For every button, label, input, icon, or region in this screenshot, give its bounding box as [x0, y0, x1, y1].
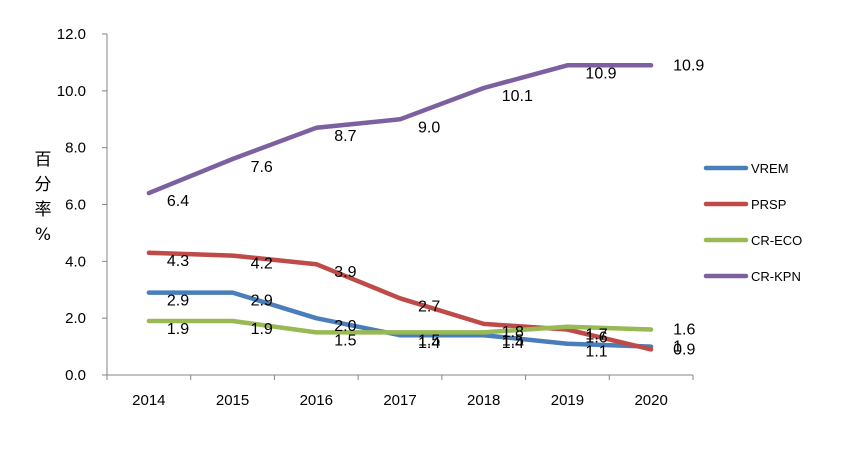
- data-label: 1.8: [502, 324, 524, 341]
- series-line-vrem: [146, 290, 654, 349]
- data-label: 1.9: [251, 321, 273, 338]
- data-label: 9.0: [418, 119, 440, 136]
- data-label: 1.5: [418, 332, 440, 349]
- data-label: 0.9: [673, 341, 695, 358]
- data-labels: 2.9 2.9 2.0 1.4 1.4 1.1 1 4.3 4.2 3.9 2.7 1.8 1.6 0.9…: [167, 57, 705, 360]
- data-label: 2.9: [167, 293, 189, 310]
- axes: [106, 34, 693, 376]
- x-tick-label: 2020: [634, 392, 667, 409]
- y-axis-label-char: 百: [35, 150, 52, 170]
- data-label: 7.6: [251, 159, 273, 176]
- legend-label: CR-ECO: [751, 233, 802, 248]
- y-axis-label-char: 分: [35, 175, 52, 195]
- data-label: 2.9: [251, 293, 273, 310]
- data-label: 8.7: [334, 128, 356, 145]
- data-label: 2.7: [418, 298, 440, 315]
- series-lines: [146, 63, 654, 352]
- x-tick-label: 2016: [300, 392, 333, 409]
- y-tick-label: 10.0: [57, 83, 86, 100]
- data-label: 1.9: [167, 321, 189, 338]
- data-label: 10.1: [502, 88, 533, 105]
- y-axis-label: 百分率%: [35, 150, 52, 245]
- y-tick-label: 4.0: [65, 253, 86, 270]
- data-label: 1.5: [334, 332, 356, 349]
- data-label: 2.0: [334, 318, 356, 335]
- x-tick-label: 2014: [132, 392, 165, 409]
- x-tick-label: 2018: [467, 392, 500, 409]
- data-label: 4.3: [167, 253, 189, 270]
- legend-label: PRSP: [751, 197, 786, 212]
- data-label: 3.9: [334, 264, 356, 281]
- data-label: 10.9: [585, 65, 616, 82]
- data-label: 1: [673, 339, 682, 356]
- y-tick-label: 8.0: [65, 140, 86, 157]
- data-label: 6.4: [167, 193, 189, 210]
- legend: VREM PRSP CR-ECO CR-KPN: [703, 161, 802, 284]
- series-line-cr-eco: [146, 318, 654, 335]
- legend-label: VREM: [751, 161, 789, 176]
- y-ticks: 0.0 2.0 4.0 6.0 8.0 10.0 12.0: [57, 26, 107, 384]
- series-line-cr-kpn: [146, 63, 654, 196]
- data-label: 10.9: [673, 57, 704, 74]
- data-label: 1.5: [502, 332, 524, 349]
- data-label: 1.1: [585, 344, 607, 361]
- y-tick-label: 12.0: [57, 26, 86, 43]
- data-label: 1.4: [418, 335, 440, 352]
- x-tick-label: 2017: [383, 392, 416, 409]
- data-label: 1.6: [585, 330, 607, 347]
- x-tick-label: 2015: [216, 392, 249, 409]
- data-label: 1.4: [502, 335, 524, 352]
- data-label: 1.6: [673, 322, 695, 339]
- y-tick-label: 2.0: [65, 310, 86, 327]
- data-label: 4.2: [251, 256, 273, 273]
- legend-label: CR-KPN: [751, 269, 801, 284]
- x-tick-label: 2019: [551, 392, 584, 409]
- y-tick-label: 0.0: [65, 367, 86, 384]
- y-axis-label-char: %: [35, 225, 51, 245]
- data-label: 1.7: [585, 327, 607, 344]
- series-line-prsp: [146, 250, 654, 352]
- y-axis-label-char: 率: [35, 200, 52, 220]
- y-tick-label: 6.0: [65, 197, 86, 214]
- x-ticks: 2014 2015 2016 2017 2018 2019 2020: [106, 375, 694, 409]
